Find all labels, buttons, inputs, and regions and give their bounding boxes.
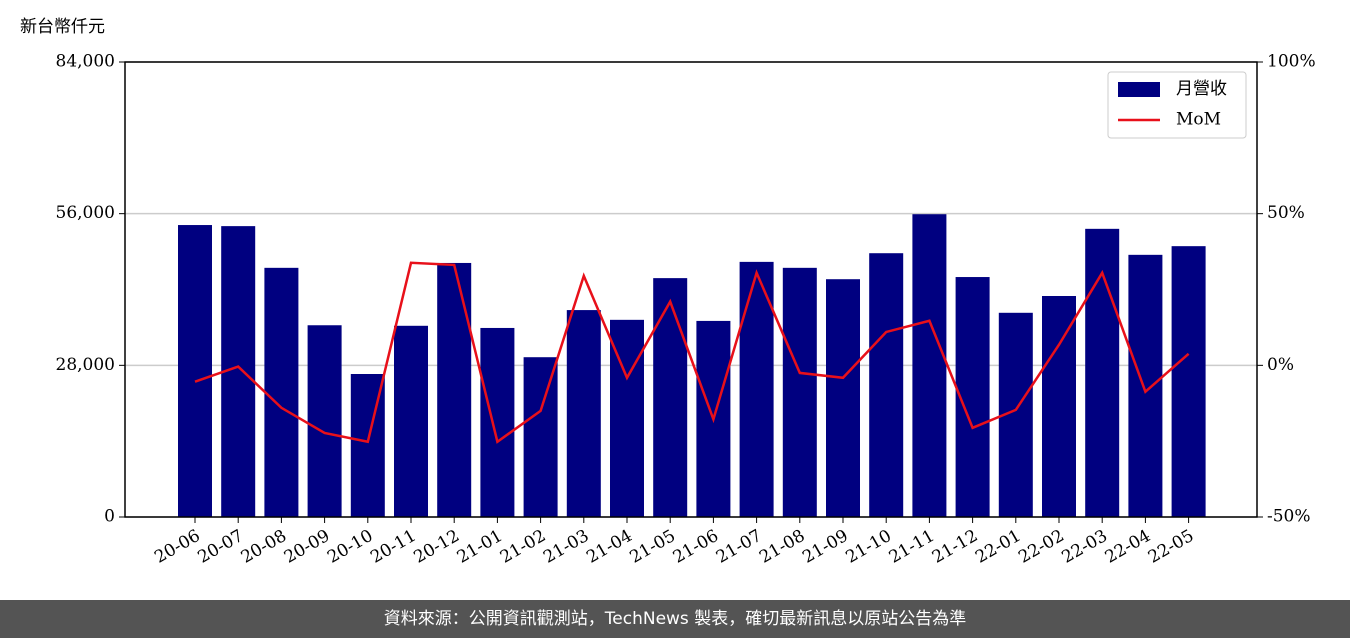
legend-swatch — [1118, 82, 1160, 97]
x-tick-label: 20-06 — [151, 526, 203, 568]
bar — [1128, 254, 1163, 518]
x-tick-label: 21-06 — [670, 526, 722, 568]
y-tick-label: 84,000 — [56, 52, 115, 72]
x-tick-label: 22-01 — [972, 526, 1024, 568]
x-tick-label: 21-01 — [454, 526, 506, 568]
footer-band — [0, 600, 1350, 638]
x-tick-label: 20-08 — [238, 526, 290, 568]
bar — [178, 225, 212, 517]
x-tick-label: 20-07 — [195, 526, 247, 568]
x-tick-label: 20-12 — [411, 526, 463, 568]
bar — [782, 267, 817, 517]
legend-label: 月營收 — [1176, 79, 1227, 99]
x-tick-label: 21-05 — [627, 526, 679, 568]
bar — [480, 327, 515, 517]
x-tick-label: 21-07 — [713, 526, 765, 568]
x-tick-label: 21-12 — [929, 526, 981, 568]
x-tick-label: 22-02 — [1015, 526, 1067, 568]
x-tick-label: 22-05 — [1145, 526, 1197, 568]
bar — [653, 278, 688, 517]
bar — [1042, 296, 1076, 517]
bar — [1085, 228, 1120, 518]
y-tick-label: 0 — [104, 507, 115, 527]
footer-text: 資料來源：公開資訊觀測站，TechNews 製表，確切最新訊息以原站公告為準 — [384, 609, 966, 629]
y-tick-label: 28,000 — [56, 355, 115, 375]
bar — [307, 325, 342, 517]
x-tick-label: 20-09 — [281, 526, 333, 568]
x-tick-label: 20-11 — [367, 526, 419, 568]
y2-tick-label: -50% — [1267, 507, 1311, 527]
x-tick-label: 21-08 — [756, 526, 808, 568]
bar — [739, 261, 774, 517]
bar — [523, 357, 558, 517]
y2-tick-label: 100% — [1267, 52, 1316, 72]
y2-tick-label: 0% — [1267, 355, 1294, 375]
bar — [394, 325, 428, 517]
x-tick-label: 21-10 — [843, 526, 895, 568]
y-tick-label: 56,000 — [56, 203, 115, 223]
line — [194, 261, 1190, 444]
x-tick-label: 21-09 — [799, 526, 851, 568]
bar — [437, 262, 472, 517]
bar — [566, 310, 601, 517]
y-axis-label: 新台幣仟元 — [20, 17, 105, 37]
x-tick-label: 21-11 — [886, 526, 938, 568]
bar — [869, 253, 904, 518]
bar — [1171, 246, 1206, 517]
x-tick-label: 21-03 — [540, 526, 592, 568]
bar — [264, 267, 299, 517]
x-tick-label: 21-02 — [497, 526, 549, 568]
legend-label: MoM — [1176, 110, 1221, 130]
y2-tick-label: 50% — [1267, 203, 1305, 223]
x-tick-label: 20-10 — [324, 526, 376, 568]
x-tick-label: 22-03 — [1059, 526, 1111, 568]
x-tick-label: 22-04 — [1102, 526, 1154, 568]
bar — [826, 279, 860, 517]
plot-frame — [124, 61, 1258, 518]
x-tick-label: 21-04 — [583, 526, 635, 568]
bar — [912, 214, 947, 518]
